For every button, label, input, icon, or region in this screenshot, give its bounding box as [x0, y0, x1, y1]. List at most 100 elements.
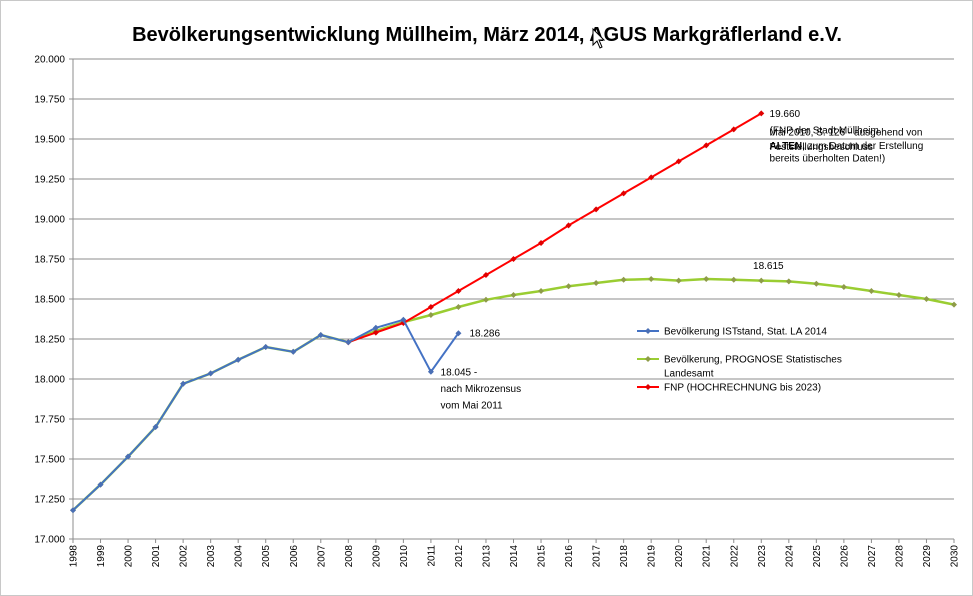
- annotation-text: Mai 2010, S. 126 - ausgehend von: [770, 127, 923, 138]
- mouse-cursor-icon: [592, 27, 606, 49]
- chart-title: Bevölkerungsentwicklung Müllheim, März 2…: [132, 24, 842, 46]
- x-tick-label: 2005: [261, 545, 272, 568]
- data-point-marker: [400, 316, 407, 323]
- legend-label: Landesamt: [664, 369, 714, 380]
- data-point-marker: [648, 276, 655, 282]
- x-tick-label: 2010: [399, 545, 410, 568]
- x-tick-label: 2002: [179, 545, 190, 568]
- x-tick-label: 2004: [234, 545, 245, 568]
- y-tick-label: 18.750: [34, 255, 65, 266]
- data-point-marker: [427, 368, 434, 375]
- data-point-marker: [290, 348, 297, 355]
- y-tick-label: 19.250: [34, 175, 65, 186]
- x-tick-label: 2008: [344, 545, 355, 568]
- data-point-marker: [895, 292, 902, 298]
- x-tick-label: 2014: [509, 545, 520, 568]
- x-tick-label: 2025: [812, 545, 823, 568]
- annotation-text: (FNP der Stadt Müllheim,: [770, 125, 882, 136]
- x-tick-label: 2022: [729, 545, 740, 568]
- data-point-marker: [262, 344, 269, 350]
- legend-swatch-marker: [645, 384, 651, 390]
- y-tick-label: 19.500: [34, 135, 65, 146]
- data-point-marker: [482, 296, 489, 303]
- data-point-marker: [593, 206, 600, 213]
- data-point-marker: [813, 280, 820, 287]
- x-tick-label: 2012: [454, 545, 465, 568]
- x-tick-label: 2001: [151, 545, 162, 568]
- data-point-marker: [180, 380, 187, 387]
- x-tick-label: 2007: [316, 545, 327, 568]
- data-point-marker: [70, 507, 76, 514]
- x-tick-label: 2017: [592, 545, 603, 568]
- legend-label: Bevölkerung ISTstand, Stat. LA 2014: [664, 327, 827, 338]
- annotation-text: Feststellungsbeschluss: [770, 142, 873, 153]
- legend-swatch-marker: [645, 328, 651, 334]
- data-point-marker: [125, 453, 132, 460]
- data-point-marker: [482, 272, 489, 278]
- x-tick-label: 1999: [96, 545, 107, 568]
- data-point-marker: [455, 304, 462, 310]
- x-tick-label: 2030: [950, 545, 961, 568]
- data-point-marker: [152, 424, 159, 430]
- data-point-marker: [620, 190, 627, 197]
- x-tick-label: 2011: [426, 545, 437, 567]
- data-point-marker: [758, 277, 765, 284]
- series-line: [347, 112, 762, 344]
- data-point-marker: [317, 332, 324, 338]
- data-point-marker: [372, 324, 379, 331]
- x-tick-label: 2000: [124, 545, 135, 568]
- x-tick-label: 2026: [839, 545, 850, 568]
- data-point-marker: [538, 288, 545, 294]
- data-point-marker: [785, 278, 792, 285]
- x-tick-label: 2015: [537, 545, 548, 568]
- data-point-marker: [427, 304, 434, 310]
- data-point-marker: [565, 283, 572, 290]
- x-tick-label: 2020: [674, 545, 685, 568]
- x-tick-label: 2021: [702, 545, 713, 568]
- y-tick-label: 18.000: [34, 375, 65, 386]
- y-tick-label: 18.500: [34, 295, 65, 306]
- y-tick-label: 17.000: [34, 535, 65, 546]
- annotation-text: vom Mai 2011: [441, 400, 504, 411]
- data-point-marker: [427, 312, 434, 318]
- axes: 17.000 17.250 17.500 17.750 18.000 18.250 18.5…: [34, 55, 960, 568]
- legend-label: Bevölkerung, PROGNOSE Statistisches: [664, 355, 842, 366]
- data-point-marker: [675, 277, 682, 284]
- data-point-marker: [703, 276, 710, 282]
- annotation-text: nach Mikrozensus: [441, 384, 522, 395]
- annotation-text: 19.660: [770, 109, 801, 120]
- data-point-marker: [868, 288, 875, 294]
- data-point-marker: [730, 276, 737, 283]
- annotation-text: ALTEN, zum Datum der Erstellung: [770, 141, 924, 152]
- annotations: 19.660 (FNP der Stadt Müllheim, Feststellu…: [441, 109, 924, 411]
- data-point-marker: [593, 280, 600, 286]
- data-point-marker: [235, 356, 242, 363]
- annotation-text: 18.615: [753, 261, 784, 272]
- x-tick-label: 2018: [619, 545, 630, 568]
- y-tick-label: 18.250: [34, 335, 65, 346]
- x-tick-label: 2003: [206, 545, 217, 568]
- x-tick-label: 2006: [289, 545, 300, 568]
- data-point-marker: [620, 276, 627, 283]
- annotation-text: bereits überholten Daten!): [770, 154, 886, 165]
- data-point-marker: [97, 481, 104, 488]
- data-point-marker: [565, 222, 572, 229]
- y-tick-label: 17.250: [34, 495, 65, 506]
- data-point-marker: [538, 240, 545, 246]
- data-point-marker: [923, 296, 930, 302]
- series-layer: [70, 110, 957, 514]
- x-tick-label: 2023: [757, 545, 768, 568]
- y-tick-label: 19.000: [34, 215, 65, 226]
- y-tick-label: 17.750: [34, 415, 65, 426]
- legend: Bevölkerung ISTstand, Stat. LA 2014 Bevöl…: [637, 327, 842, 394]
- y-tick-label: 19.750: [34, 95, 65, 106]
- data-point-marker: [510, 256, 517, 262]
- data-point-marker: [951, 301, 957, 308]
- legend-label: FNP (HOCHRECHNUNG bis 2023): [664, 383, 821, 394]
- data-point-marker: [207, 370, 214, 377]
- data-point-marker: [510, 292, 517, 298]
- y-tick-label: 17.500: [34, 455, 65, 466]
- data-point-marker: [758, 110, 765, 117]
